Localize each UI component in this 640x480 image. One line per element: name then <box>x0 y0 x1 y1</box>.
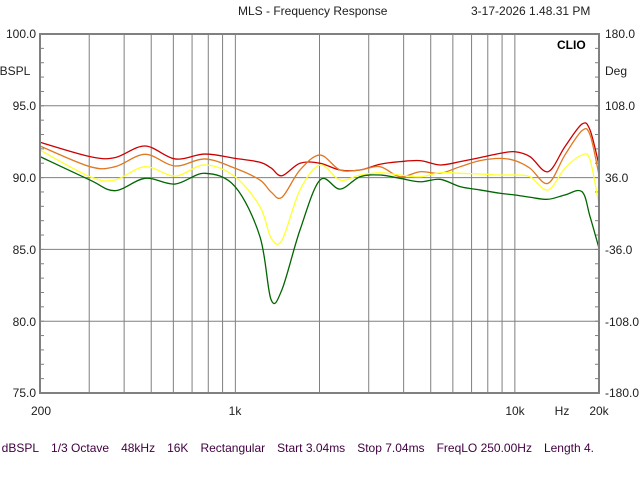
y-tick-label: 85.0 <box>12 243 36 257</box>
info-length: Length 4. <box>543 441 594 455</box>
plot-border <box>39 33 600 394</box>
timestamp: 3-17-2026 1.48.31 PM <box>471 4 591 18</box>
info-window: Rectangular <box>200 441 266 455</box>
x-unit-label: Hz <box>554 404 570 418</box>
y-right-tick-label: -36.0 <box>605 243 633 257</box>
y-tick-label: 100.0 <box>5 27 36 41</box>
y-right-tick-label: -108.0 <box>605 315 640 329</box>
series-line-green <box>39 156 600 305</box>
y-right-tick-label: 180.0 <box>605 27 636 41</box>
y-tick-label: 90.0 <box>12 171 36 185</box>
info-stop: Stop 7.04ms <box>357 441 425 455</box>
y-tick-label: 95.0 <box>12 99 36 113</box>
series-line-yellow <box>39 149 600 245</box>
y-axis-label: dBSPL <box>0 64 31 78</box>
info-smoothing: 1/3 Octave <box>51 441 110 455</box>
info-start: Start 3.04ms <box>277 441 346 455</box>
y-tick-label: 75.0 <box>12 386 36 400</box>
clio-badge: CLIO <box>557 38 586 52</box>
y-right-tick-label: 108.0 <box>605 99 636 113</box>
x-tick-label: 10k <box>505 404 525 418</box>
info-unit: dBSPL <box>1 441 40 455</box>
y-right-axis-label: Deg <box>605 64 628 78</box>
info-size: 16K <box>167 441 189 455</box>
series-line-orange <box>39 127 600 200</box>
x-tick-label: 20k <box>589 404 609 418</box>
y-tick-label: 80.0 <box>12 315 36 329</box>
y-right-tick-label: 36.0 <box>605 171 629 185</box>
info-sample-rate: 48kHz <box>121 441 156 455</box>
measurement-info-bar: dBSPL 1/3 Octave 48kHz 16K Rectangular Start … <box>0 427 606 455</box>
x-tick-label: 1k <box>228 404 242 418</box>
chart-title: MLS - Frequency Response <box>238 4 388 18</box>
y-right-tick-label: -180.0 <box>605 386 640 400</box>
x-tick-label: 200 <box>30 404 52 418</box>
info-freqlo: FreqLO 250.00Hz <box>436 441 532 455</box>
